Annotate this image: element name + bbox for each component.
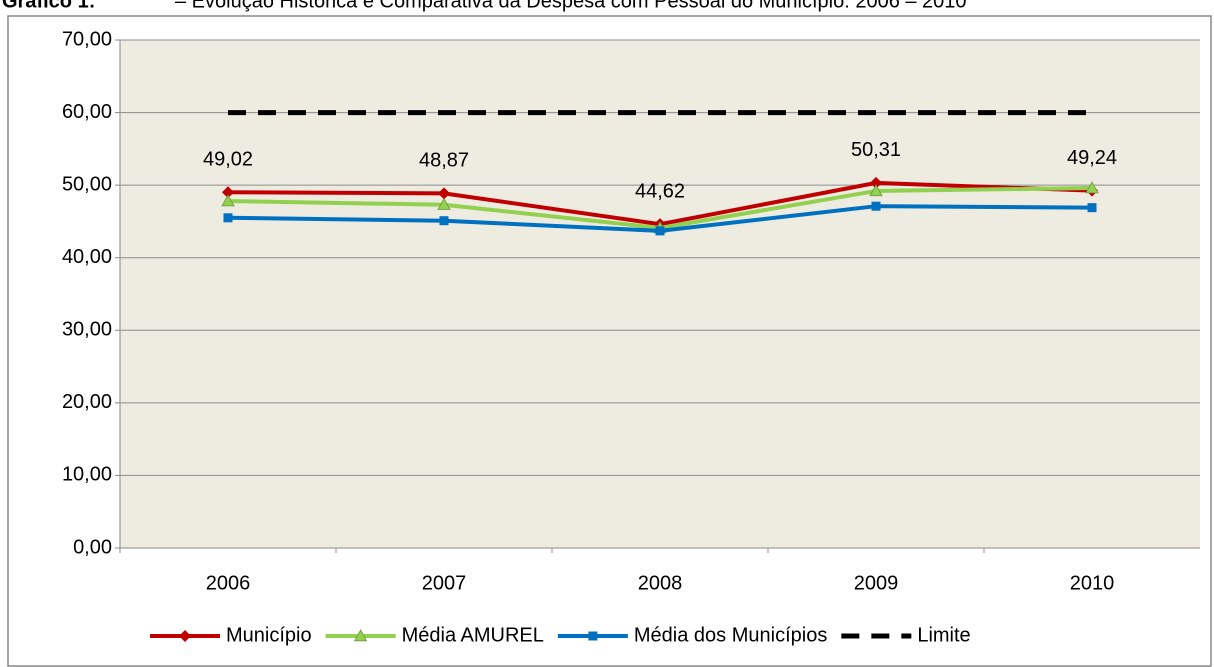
x-tick-label: 2010 — [1070, 572, 1115, 594]
marker — [1085, 181, 1099, 194]
marker — [869, 184, 883, 197]
marker — [221, 194, 235, 207]
marker — [655, 226, 665, 236]
marker — [437, 197, 451, 210]
marker — [179, 630, 191, 642]
marker — [870, 176, 882, 189]
legend-label: Limite — [917, 624, 970, 646]
y-tick-label: 60,00 — [62, 101, 112, 123]
y-tick-label: 40,00 — [62, 246, 112, 268]
data-label: 44,62 — [635, 180, 685, 202]
x-tick-label: 2007 — [422, 572, 467, 594]
data-label: 49,24 — [1067, 147, 1117, 169]
data-label: 50,31 — [851, 139, 901, 161]
marker — [871, 201, 881, 211]
y-tick-label: 50,00 — [62, 173, 112, 195]
marker — [223, 213, 233, 223]
legend-label: Média dos Municípios — [634, 624, 827, 646]
marker — [438, 187, 450, 200]
x-tick-label: 2009 — [854, 572, 899, 594]
marker — [439, 216, 449, 226]
y-tick-label: 70,00 — [62, 28, 112, 50]
data-label: 49,02 — [203, 149, 253, 171]
chart-title-label: Gráfico 1: — [2, 0, 95, 12]
marker — [222, 186, 234, 199]
data-label: 48,87 — [419, 150, 469, 172]
chart-title: – Evolução Histórica e Comparativa da De… — [175, 0, 967, 12]
legend-label: Município — [226, 624, 312, 646]
y-tick-label: 30,00 — [62, 319, 112, 341]
marker — [353, 629, 368, 642]
y-tick-label: 0,00 — [73, 536, 112, 558]
y-tick-label: 10,00 — [62, 464, 112, 486]
legend-label: Média AMUREL — [402, 624, 544, 646]
x-tick-label: 2008 — [638, 572, 683, 594]
plot-area — [120, 40, 1200, 548]
x-tick-label: 2006 — [206, 572, 251, 594]
marker — [588, 631, 598, 641]
marker — [1087, 203, 1097, 213]
y-tick-label: 20,00 — [62, 391, 112, 413]
legend: Município Média AMUREL Média dos Município… — [150, 624, 971, 646]
